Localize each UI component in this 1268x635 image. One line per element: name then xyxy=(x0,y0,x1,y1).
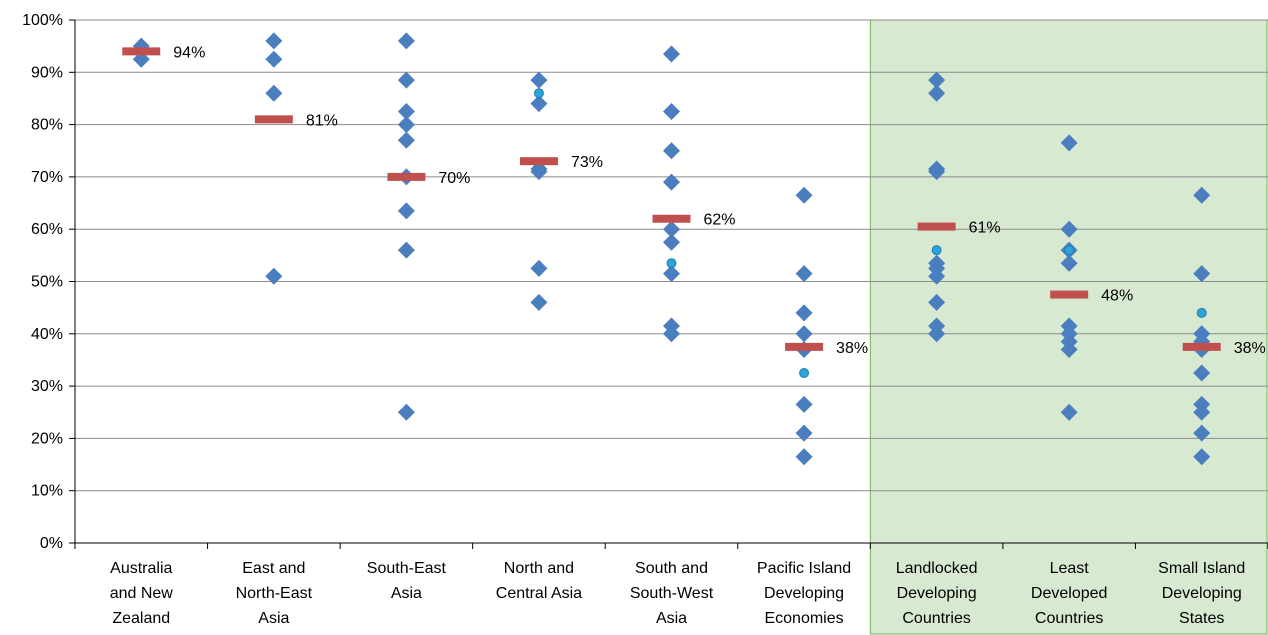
median-bar xyxy=(387,172,426,181)
data-point-diamond xyxy=(795,265,813,283)
median-label: 61% xyxy=(969,220,1001,237)
data-point-diamond xyxy=(795,424,813,442)
y-tick-label: 50% xyxy=(31,274,63,291)
median-label: 81% xyxy=(306,112,338,129)
data-point-diamond xyxy=(1193,403,1211,421)
data-point-diamond xyxy=(397,241,415,259)
data-point-diamond xyxy=(795,325,813,343)
data-point-diamond xyxy=(663,265,680,283)
y-tick-label: 100% xyxy=(22,12,63,29)
data-point-circle xyxy=(1064,245,1075,256)
data-point-diamond xyxy=(1193,364,1211,382)
data-point-circle xyxy=(1196,307,1207,318)
category-label: Least Developed Countries xyxy=(1031,560,1108,627)
category-label: South-East Asia xyxy=(367,560,447,602)
data-point-diamond xyxy=(1060,403,1078,421)
median-bar xyxy=(1182,342,1221,351)
axes xyxy=(69,19,1268,549)
category-label: Pacific Island Developing Economies xyxy=(757,560,851,627)
median-bar xyxy=(519,157,558,166)
median-bar xyxy=(1050,290,1089,299)
data-point-diamond xyxy=(397,103,415,121)
median-label: 62% xyxy=(704,212,736,229)
category-label: East and North-East Asia xyxy=(236,560,313,627)
median-label: 48% xyxy=(1101,288,1133,305)
data-point-diamond xyxy=(928,71,946,89)
median-label: 94% xyxy=(173,44,205,61)
data-point-diamond xyxy=(795,304,813,322)
data-point-diamond xyxy=(663,325,680,343)
data-point-diamond xyxy=(397,131,415,149)
data-point-diamond xyxy=(265,50,283,68)
data-point-diamond xyxy=(530,95,548,113)
median-bar xyxy=(917,222,956,231)
y-tick-label: 60% xyxy=(31,221,63,238)
data-point-diamond xyxy=(1193,186,1211,204)
median-label: 38% xyxy=(1234,340,1266,357)
data-point-diamond xyxy=(530,163,548,181)
y-tick-labels: 0% 10% 20% 30% 40% 50% 60% 70% 80% 90% 100% xyxy=(22,12,63,552)
category-label: Australia and New Zealand xyxy=(110,560,174,627)
data-point-diamond xyxy=(1193,424,1211,442)
data-point-diamond xyxy=(795,186,813,204)
median-bar xyxy=(122,47,161,56)
median-label: 38% xyxy=(836,340,868,357)
data-point-diamond xyxy=(663,220,680,238)
data-point-diamond xyxy=(928,325,946,343)
data-point-circle xyxy=(799,368,810,379)
data-point-diamond xyxy=(1060,220,1078,238)
y-tick-label: 90% xyxy=(31,64,63,81)
median-bar xyxy=(254,115,293,124)
data-point-diamond xyxy=(530,293,548,311)
data-point-diamond xyxy=(663,173,680,191)
data-point-diamond xyxy=(928,84,946,102)
data-point-diamond xyxy=(663,103,680,121)
data-point-diamond xyxy=(397,71,415,89)
y-tick-label: 70% xyxy=(31,169,63,186)
data-point-diamond xyxy=(663,233,680,251)
data-point-diamond xyxy=(265,84,283,102)
data-point-diamond xyxy=(397,116,415,134)
y-tick-label: 20% xyxy=(31,430,63,447)
data-point-diamond xyxy=(1060,254,1078,272)
data-point-diamond xyxy=(1060,340,1078,358)
data-point-diamond xyxy=(397,202,415,220)
median-markers: 94% 81% 70% 73% 62% 38% 61% 48% 38% xyxy=(122,44,1266,357)
data-point-diamond xyxy=(795,395,813,413)
data-point-diamond xyxy=(1193,265,1211,283)
data-point-diamond xyxy=(928,163,946,181)
category-label: South and South-West Asia xyxy=(630,560,714,627)
data-point-diamond xyxy=(530,259,548,277)
category-labels: Australia and New Zealand East and North-Eas… xyxy=(110,560,1246,627)
category-label: Small Island Developing States xyxy=(1158,560,1245,627)
data-point-diamond xyxy=(397,32,415,50)
data-point-diamond xyxy=(928,293,946,311)
data-point-circle xyxy=(666,258,677,269)
median-label: 73% xyxy=(571,154,603,171)
data-point-diamond xyxy=(530,71,548,89)
data-point-diamond xyxy=(928,267,946,285)
y-tick-label: 40% xyxy=(31,326,63,343)
data-point-diamond xyxy=(265,32,283,50)
data-point-circle xyxy=(931,245,942,256)
median-bar xyxy=(652,214,691,223)
data-point-diamond xyxy=(265,267,283,285)
y-tick-label: 0% xyxy=(40,535,63,552)
data-point-diamond xyxy=(1193,448,1211,466)
y-tick-label: 10% xyxy=(31,483,63,500)
data-point-diamond xyxy=(663,142,680,160)
median-bar xyxy=(785,342,824,351)
category-label: Landlocked Developing Countries xyxy=(896,560,978,627)
y-tick-label: 80% xyxy=(31,117,63,134)
category-label: North and Central Asia xyxy=(496,560,582,602)
data-point-diamond xyxy=(795,448,813,466)
data-point-diamond xyxy=(663,45,680,63)
data-point-diamond xyxy=(397,403,415,421)
data-point-diamond xyxy=(1060,134,1078,152)
median-label: 70% xyxy=(438,170,470,187)
y-tick-label: 30% xyxy=(31,378,63,395)
data-point-circle xyxy=(533,88,544,99)
